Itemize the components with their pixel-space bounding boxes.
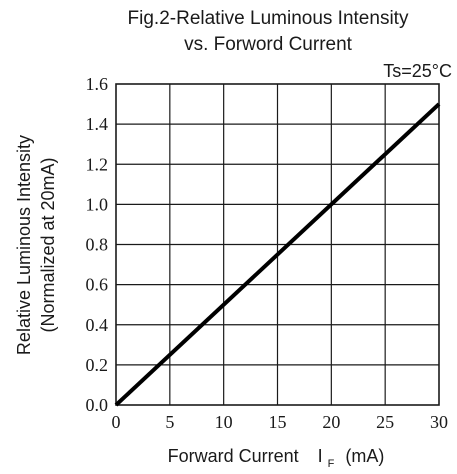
y-tick-label: 1.4 [86, 114, 109, 134]
x-axis-symbol: I [318, 446, 323, 466]
chart-title-line1: Fig.2-Relative Luminous Intensity [128, 8, 409, 29]
y-tick-label: 0.6 [86, 275, 109, 295]
x-axis-label-text: Forward Current [168, 446, 299, 466]
y-tick-label: 0.8 [86, 235, 109, 255]
y-tick-label: 1.6 [86, 74, 109, 94]
x-tick-label: 30 [430, 412, 448, 432]
series-line [114, 102, 441, 407]
x-axis-label: Forward Current I F (mA) [168, 446, 385, 471]
x-tick-label: 10 [215, 412, 233, 432]
x-tick-label: 25 [376, 412, 394, 432]
grid-lines [116, 84, 439, 405]
y-tick-label: 0.2 [86, 355, 109, 375]
y-tick-label: 1.0 [86, 194, 109, 214]
x-axis-unit: (mA) [345, 446, 384, 466]
series-group [114, 102, 441, 407]
x-axis-subscript: F [328, 458, 335, 470]
y-axis-label-line2: (Normalized at 20mA) [38, 157, 58, 332]
x-tick-label: 0 [112, 412, 121, 432]
y-tick-labels: 0.0 0.2 0.4 0.6 0.8 1.0 1.2 1.4 1.6 [86, 74, 109, 415]
chart-title-line2: vs. Forword Current [184, 34, 353, 55]
y-tick-label: 1.2 [86, 154, 109, 174]
x-tick-label: 20 [322, 412, 340, 432]
y-tick-label: 0.4 [86, 315, 109, 335]
x-tick-label: 15 [269, 412, 287, 432]
plot-frame [115, 83, 440, 406]
x-tick-labels: 0 5 10 15 20 25 30 [112, 412, 449, 432]
x-tick-label: 5 [165, 412, 174, 432]
test-condition-label: Ts=25°C [383, 61, 452, 81]
y-tick-label: 0.0 [86, 395, 109, 415]
y-axis-label-line1: Relative Luminous Intensity [14, 135, 34, 355]
